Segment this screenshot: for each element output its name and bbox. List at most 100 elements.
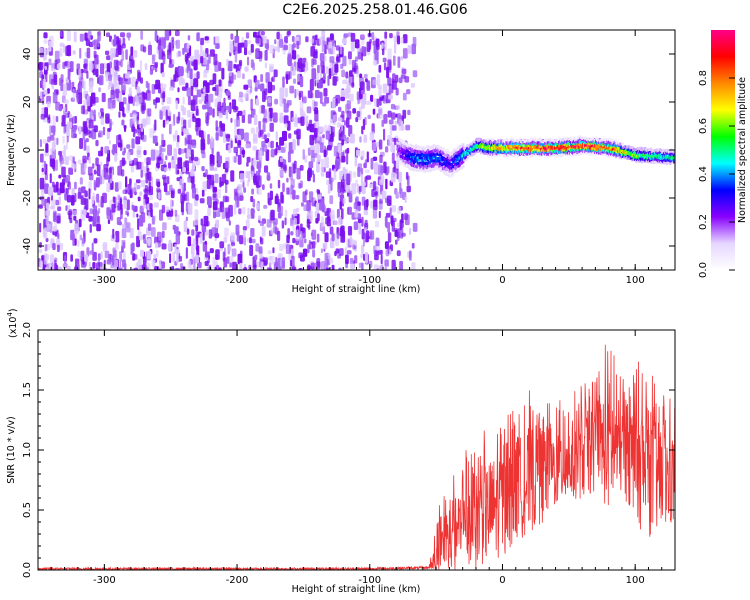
noise-speck: [354, 39, 360, 49]
signal-cell: [443, 171, 446, 175]
noise-speck: [191, 229, 195, 236]
noise-speck: [381, 190, 387, 200]
noise-speck: [225, 182, 228, 194]
noise-speck: [331, 264, 335, 270]
noise-speck: [315, 73, 319, 83]
signal-cell: [438, 159, 441, 163]
noise-speck: [205, 230, 210, 236]
y-tick-label: -40: [22, 238, 33, 254]
noise-speck: [348, 51, 352, 60]
noise-speck: [162, 83, 167, 89]
noise-speck: [175, 233, 180, 245]
signal-cell: [478, 145, 481, 149]
noise-speck: [193, 156, 199, 162]
noise-speck: [83, 80, 86, 91]
noise-speck: [264, 43, 269, 49]
noise-speck: [362, 93, 367, 105]
noise-speck: [374, 220, 379, 228]
noise-speck: [162, 56, 166, 65]
noise-speck: [400, 37, 404, 44]
noise-speck: [223, 131, 227, 144]
noise-speck: [65, 175, 71, 183]
noise-speck: [184, 147, 187, 154]
signal-cell: [666, 152, 669, 155]
noise-speck: [114, 65, 120, 72]
noise-speck: [184, 53, 188, 63]
noise-speck: [51, 141, 56, 152]
noise-speck: [148, 203, 153, 210]
noise-speck: [216, 188, 221, 199]
noise-speck: [122, 188, 126, 195]
noise-speck: [373, 44, 376, 55]
noise-speck: [379, 179, 384, 185]
noise-speck: [89, 224, 92, 233]
noise-speck: [202, 104, 207, 110]
noise-speck: [224, 227, 229, 237]
noise-speck: [165, 206, 170, 212]
noise-speck: [132, 132, 136, 138]
noise-speck: [154, 266, 159, 270]
noise-speck: [361, 228, 365, 240]
noise-speck: [81, 237, 85, 245]
noise-speck: [284, 36, 288, 44]
noise-speck: [194, 49, 199, 60]
noise-speck: [384, 259, 389, 267]
noise-speck: [375, 38, 380, 48]
signal-cell: [499, 153, 502, 157]
signal-cell: [479, 151, 483, 155]
noise-speck: [306, 218, 310, 228]
noise-speck: [402, 34, 408, 44]
noise-speck: [171, 208, 174, 213]
noise-speck: [356, 110, 361, 118]
noise-speck: [111, 149, 115, 154]
noise-speck: [273, 69, 278, 78]
noise-speck: [267, 132, 271, 138]
noise-speck: [369, 230, 375, 240]
noise-speck: [64, 255, 67, 265]
noise-speck: [207, 134, 210, 145]
noise-speck: [387, 166, 390, 174]
noise-speck: [255, 243, 260, 252]
noise-speck: [235, 191, 238, 197]
noise-speck: [132, 113, 137, 122]
noise-speck: [161, 106, 167, 112]
signal-cell: [402, 139, 405, 143]
signal-cell: [444, 159, 447, 163]
noise-speck: [270, 209, 275, 221]
signal-cell: [528, 148, 531, 152]
noise-speck: [341, 136, 344, 146]
noise-speck: [139, 249, 144, 257]
signal-cell: [673, 150, 675, 154]
noise-speck: [371, 32, 375, 41]
noise-speck: [209, 154, 215, 166]
noise-speck: [42, 78, 46, 89]
noise-speck: [120, 59, 123, 68]
noise-speck: [132, 211, 136, 218]
noise-speck: [48, 40, 52, 52]
signal-cell: [461, 154, 464, 158]
noise-speck: [307, 147, 311, 156]
noise-speck: [83, 139, 87, 151]
noise-speck: [350, 263, 355, 270]
noise-speck: [404, 76, 410, 83]
noise-speck: [86, 247, 90, 257]
noise-speck: [315, 143, 320, 154]
noise-speck: [247, 79, 252, 88]
noise-speck: [170, 190, 175, 199]
noise-speck: [91, 92, 96, 104]
noise-speck: [307, 167, 312, 178]
noise-speck: [361, 150, 365, 159]
noise-speck: [73, 215, 77, 221]
noise-speck: [402, 48, 408, 59]
noise-speck: [338, 216, 342, 225]
signal-cell: [413, 156, 416, 159]
signal-cell: [518, 138, 522, 142]
noise-speck: [364, 200, 368, 211]
noise-speck: [182, 167, 186, 173]
noise-speck: [237, 110, 243, 116]
signal-cell: [421, 162, 424, 166]
noise-speck: [68, 167, 74, 175]
signal-cell: [642, 154, 645, 158]
noise-speck: [186, 62, 189, 74]
noise-speck: [95, 177, 100, 188]
